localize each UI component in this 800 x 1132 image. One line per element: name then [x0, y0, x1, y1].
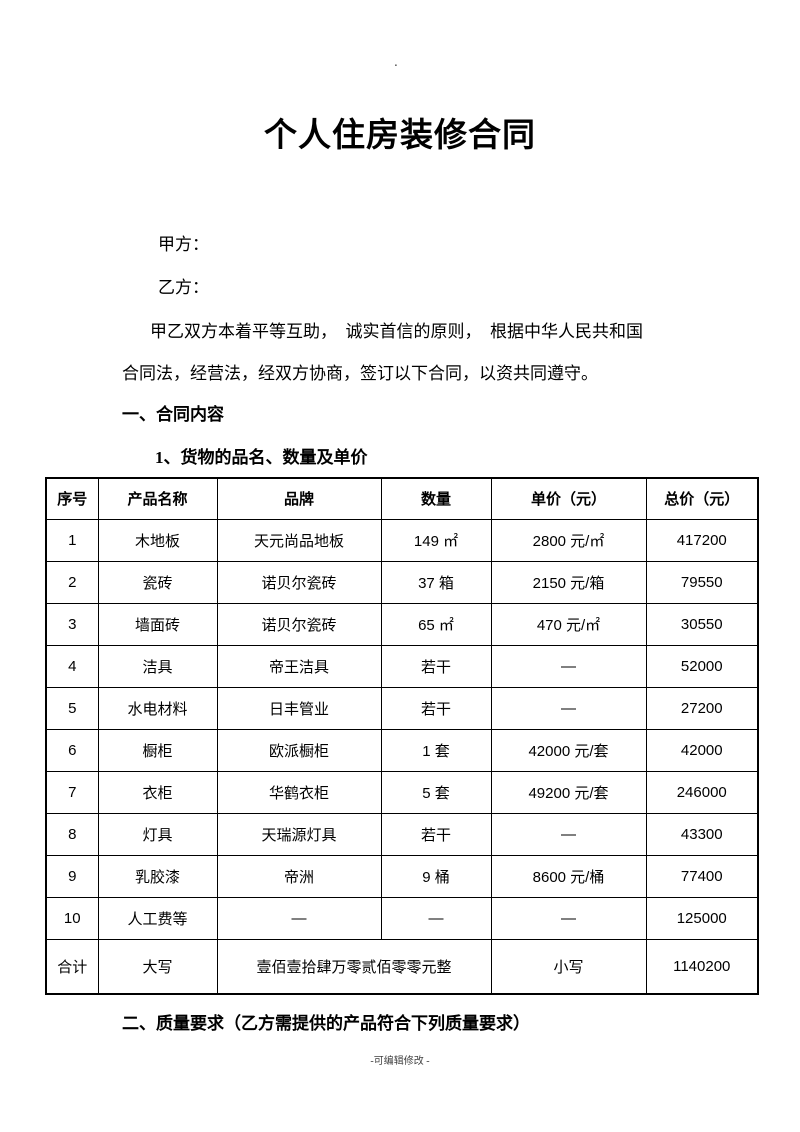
- table-row: 7 衣柜 华鹤衣柜 5 套 49200 元/套 246000: [45, 770, 759, 814]
- table-cell: 125000: [645, 896, 759, 940]
- products-table: 序号 产品名称 品牌 数量 单价（元） 总价（元） 1 木地板 天元尚品地板 149 ㎡ 2800…: [45, 477, 759, 995]
- table-cell: 37 箱: [380, 560, 492, 604]
- table-cell: 诺贝尔瓷砖: [216, 602, 382, 646]
- table-cell: 帝洲: [216, 854, 382, 898]
- total-label-cell: 合计: [45, 938, 99, 995]
- table-row: 2 瓷砖 诺贝尔瓷砖 37 箱 2150 元/箱 79550: [45, 560, 759, 604]
- intro-paragraph-line-2: 合同法，经营法，经双方协商，签订以下合同，以资共同遵守。: [122, 364, 598, 383]
- table-cell: —: [380, 896, 492, 940]
- table-cell: 瓷砖: [97, 560, 218, 604]
- document-title: 个人住房装修合同: [264, 118, 536, 154]
- table-cell: 水电材料: [97, 686, 218, 730]
- table-cell: 79550: [645, 560, 759, 604]
- table-cell: —: [490, 644, 647, 688]
- table-cell: 8600 元/桶: [490, 854, 647, 898]
- table-cell: 衣柜: [97, 770, 218, 814]
- table-cell: 若干: [380, 812, 492, 856]
- table-cell: 2150 元/箱: [490, 560, 647, 604]
- table-cell: 乳胶漆: [97, 854, 218, 898]
- table-cell: 若干: [380, 686, 492, 730]
- footer-note: -可编辑修改 -: [370, 1056, 430, 1067]
- table-cell: —: [490, 686, 647, 730]
- intro-paragraph-line-1: 甲乙双方本着平等互助， 诚实首信的原则， 根据中华人民共和国: [150, 322, 643, 341]
- table-row: 4 洁具 帝王洁具 若干 —52000: [45, 644, 759, 688]
- table-cell: 9 桶: [380, 854, 492, 898]
- column-header: 品牌: [216, 477, 382, 520]
- table-cell: 天元尚品地板: [216, 518, 382, 562]
- table-cell: 欧派橱柜: [216, 728, 382, 772]
- table-cell: 5: [45, 686, 99, 730]
- table-cell: 4: [45, 644, 99, 688]
- table-row: 9 乳胶漆 帝洲 9 桶 8600 元/桶 77400: [45, 854, 759, 898]
- table-cell: 246000: [645, 770, 759, 814]
- table-cell: —: [216, 896, 382, 940]
- section-2-heading: 二、质量要求（乙方需提供的产品符合下列质量要求）: [122, 1014, 530, 1033]
- table-cell: 77400: [645, 854, 759, 898]
- table-cell: 8: [45, 812, 99, 856]
- table-row: 3 墙面砖 诺贝尔瓷砖 65 ㎡ 470 元/㎡ 30550: [45, 602, 759, 646]
- total-words-label-cell: 大写: [97, 938, 218, 995]
- table-cell: 若干: [380, 644, 492, 688]
- table-cell: 30550: [645, 602, 759, 646]
- table-cell: 人工费等: [97, 896, 218, 940]
- table-cell: 9: [45, 854, 99, 898]
- table-cell: 2800 元/㎡: [490, 518, 647, 562]
- table-cell: 墙面砖: [97, 602, 218, 646]
- table-cell: 1: [45, 518, 99, 562]
- table-row: 5 水电材料 日丰管业 若干 —27200: [45, 686, 759, 730]
- table-cell: 7: [45, 770, 99, 814]
- table-cell: 木地板: [97, 518, 218, 562]
- total-row: 合计 大写 壹佰壹拾肆万零贰佰零零元整 小写 1140200: [45, 938, 759, 995]
- table-cell: 49200 元/套: [490, 770, 647, 814]
- total-words-value-cell: 壹佰壹拾肆万零贰佰零零元整: [216, 938, 492, 995]
- total-figures-value-cell: 1140200: [645, 938, 759, 995]
- subsection-1-1-heading: 1、货物的品名、数量及单价: [155, 448, 368, 467]
- table-cell: 42000: [645, 728, 759, 772]
- table-cell: 日丰管业: [216, 686, 382, 730]
- table-cell: 42000 元/套: [490, 728, 647, 772]
- table-cell: 149 ㎡: [380, 518, 492, 562]
- column-header: 单价（元）: [490, 477, 647, 520]
- column-header: 总价（元）: [645, 477, 759, 520]
- table-cell: 华鹤衣柜: [216, 770, 382, 814]
- table-cell: 洁具: [97, 644, 218, 688]
- party-a-line: 甲方：: [158, 235, 209, 254]
- top-punctuation-mark: .: [394, 55, 398, 69]
- table-row: 8 灯具 天瑞源灯具 若干 —43300: [45, 812, 759, 856]
- table-cell: 43300: [645, 812, 759, 856]
- table-cell: 27200: [645, 686, 759, 730]
- table-cell: 470 元/㎡: [490, 602, 647, 646]
- table-cell: 橱柜: [97, 728, 218, 772]
- table-cell: 65 ㎡: [380, 602, 492, 646]
- table-cell: 灯具: [97, 812, 218, 856]
- table-row: 1 木地板 天元尚品地板 149 ㎡ 2800 元/㎡ 417200: [45, 518, 759, 562]
- total-figures-label-cell: 小写: [490, 938, 647, 995]
- column-header: 数量: [380, 477, 492, 520]
- column-header: 序号: [45, 477, 99, 520]
- table-header-row: 序号 产品名称 品牌 数量 单价（元） 总价（元）: [45, 477, 759, 520]
- table-cell: 帝王洁具: [216, 644, 382, 688]
- table-body: 1 木地板 天元尚品地板 149 ㎡ 2800 元/㎡ 417200 2 瓷砖 诺贝尔瓷砖 37 …: [45, 518, 759, 940]
- table-row: 6 橱柜 欧派橱柜 1 套 42000 元/套 42000: [45, 728, 759, 772]
- column-header: 产品名称: [97, 477, 218, 520]
- table-cell: 2: [45, 560, 99, 604]
- table-cell: 诺贝尔瓷砖: [216, 560, 382, 604]
- table-cell: —: [490, 896, 647, 940]
- table-cell: 天瑞源灯具: [216, 812, 382, 856]
- table-cell: 417200: [645, 518, 759, 562]
- table-cell: 6: [45, 728, 99, 772]
- party-b-line: 乙方：: [158, 278, 209, 297]
- table-cell: 3: [45, 602, 99, 646]
- table-cell: 1 套: [380, 728, 492, 772]
- table-cell: 10: [45, 896, 99, 940]
- table-cell: —: [490, 812, 647, 856]
- section-1-heading: 一、合同内容: [122, 405, 224, 424]
- table-cell: 52000: [645, 644, 759, 688]
- table-cell: 5 套: [380, 770, 492, 814]
- table-row: 10 人工费等 — — —125000: [45, 896, 759, 940]
